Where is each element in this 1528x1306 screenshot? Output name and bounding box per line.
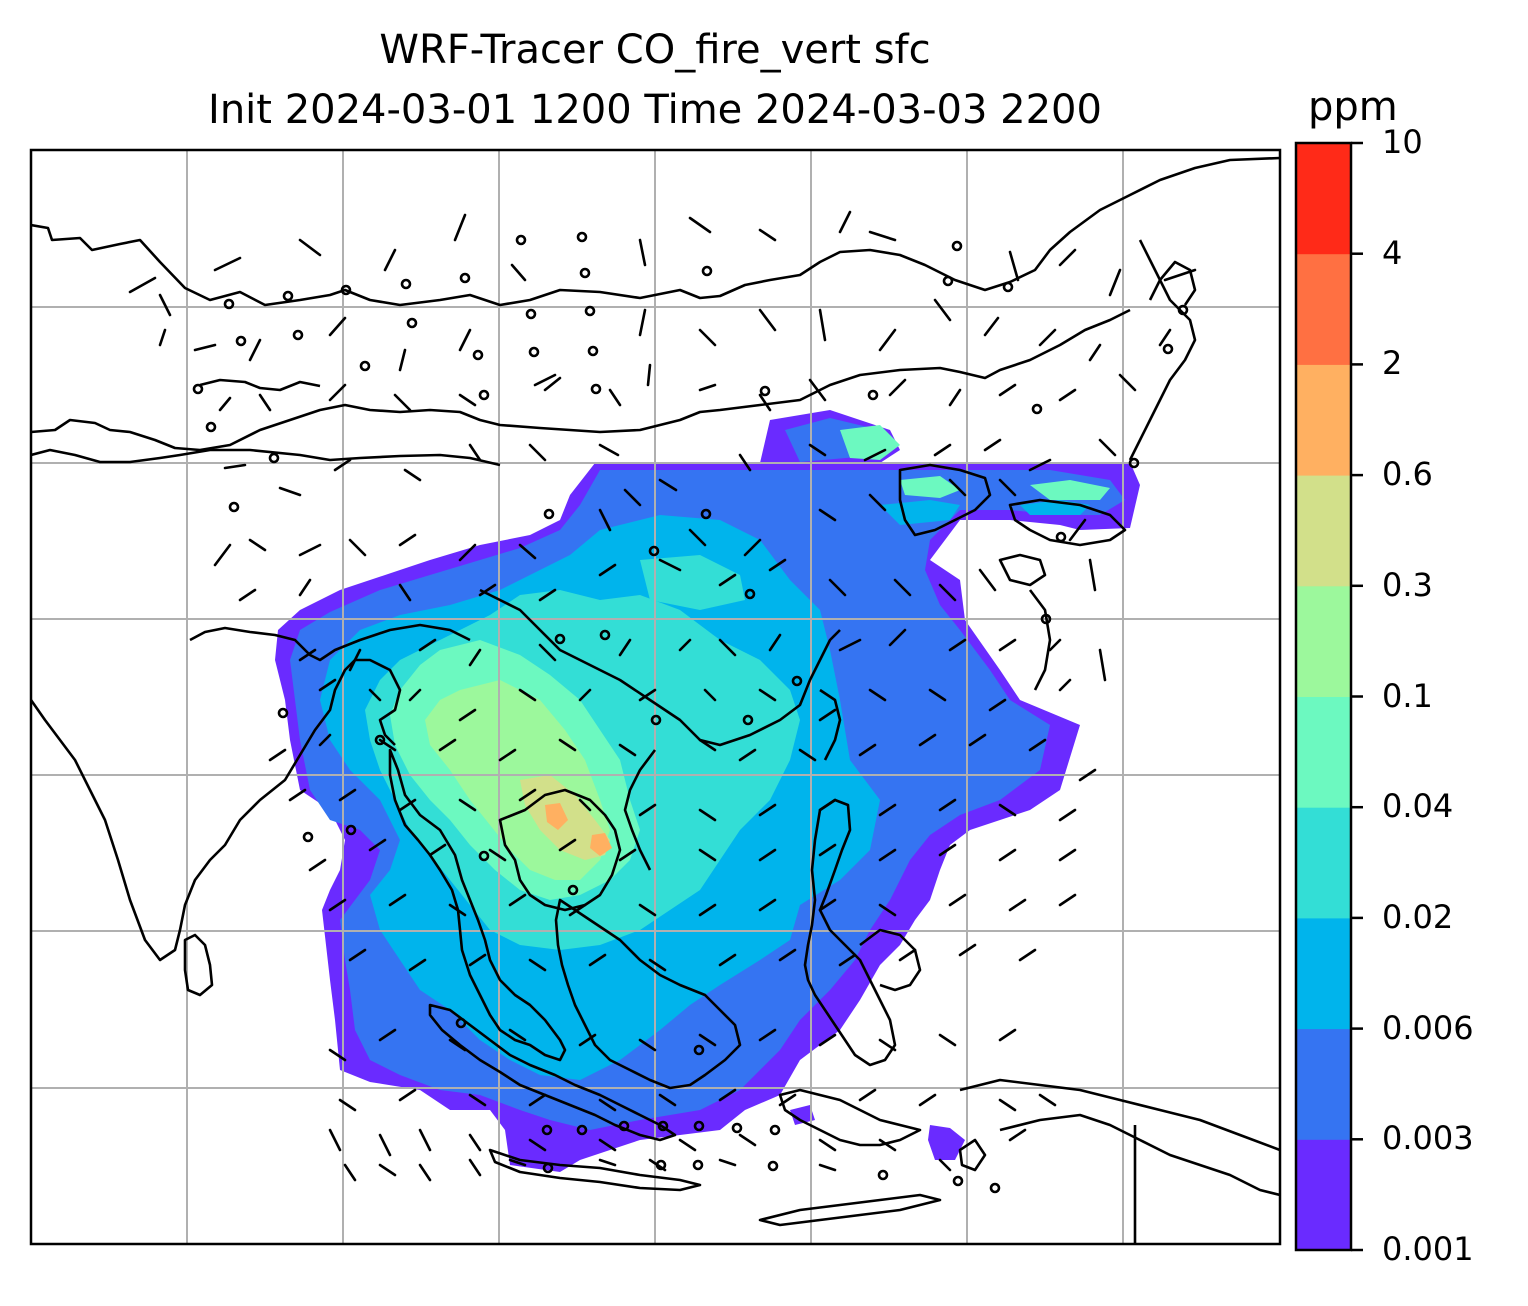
field-level-4-b (840, 425, 1110, 500)
colorbar-box-3 (1296, 807, 1351, 919)
colorbar-tick-label: 10 (1382, 123, 1423, 161)
colorbar-box-1 (1296, 1028, 1351, 1140)
colorbar-tick-label: 0.006 (1382, 1008, 1474, 1047)
map-panel (31, 150, 1280, 1244)
map-frame (29, 148, 1282, 1246)
colorbar-tick-label: 0.3 (1382, 565, 1433, 604)
colorbar-unit-label: ppm (1308, 84, 1398, 130)
gridlines (31, 150, 1280, 1244)
map-title-line1: WRF-Tracer CO_fire_vert sfc (379, 27, 931, 73)
colorbar-tick-label: 0.003 (1382, 1119, 1474, 1158)
map-title-line2: Init 2024-03-01 1200 Time 2024-03-03 220… (208, 87, 1102, 133)
colorbar-ticks (1351, 141, 1363, 1252)
calm-wind-markers (192, 231, 1189, 1194)
colorbar-box-7 (1296, 364, 1351, 476)
coastlines (31, 156, 1280, 1244)
colorbar-box-5 (1296, 585, 1351, 697)
field-level-2-b (880, 500, 1090, 525)
colorbar-box-9 (1296, 143, 1351, 255)
colorbar-boxes (1296, 143, 1351, 1251)
colorbar-box-6 (1296, 475, 1351, 587)
field-level-3-b (640, 555, 745, 610)
colorbar-tick-label: 0.1 (1382, 676, 1433, 715)
field-level-0-islands (790, 1105, 965, 1160)
colorbar-tick-label: 4 (1382, 233, 1403, 272)
colorbar-box-8 (1296, 253, 1351, 365)
field-level-7 (545, 803, 612, 856)
colorbar-box-0 (1296, 1139, 1351, 1251)
colorbar-tick-label: 0.04 (1382, 787, 1454, 826)
colorbar-tick-label: 0.001 (1382, 1230, 1474, 1268)
colorbar-tick-label: 0.02 (1382, 897, 1454, 936)
wind-barbs (128, 210, 1197, 1182)
colorbar (1294, 141, 1363, 1252)
colorbar-tick-label: 0.6 (1382, 455, 1433, 494)
colorbar-box-2 (1296, 917, 1351, 1030)
colorbar-box-4 (1296, 696, 1351, 808)
colorbar-tick-label: 2 (1382, 344, 1403, 383)
